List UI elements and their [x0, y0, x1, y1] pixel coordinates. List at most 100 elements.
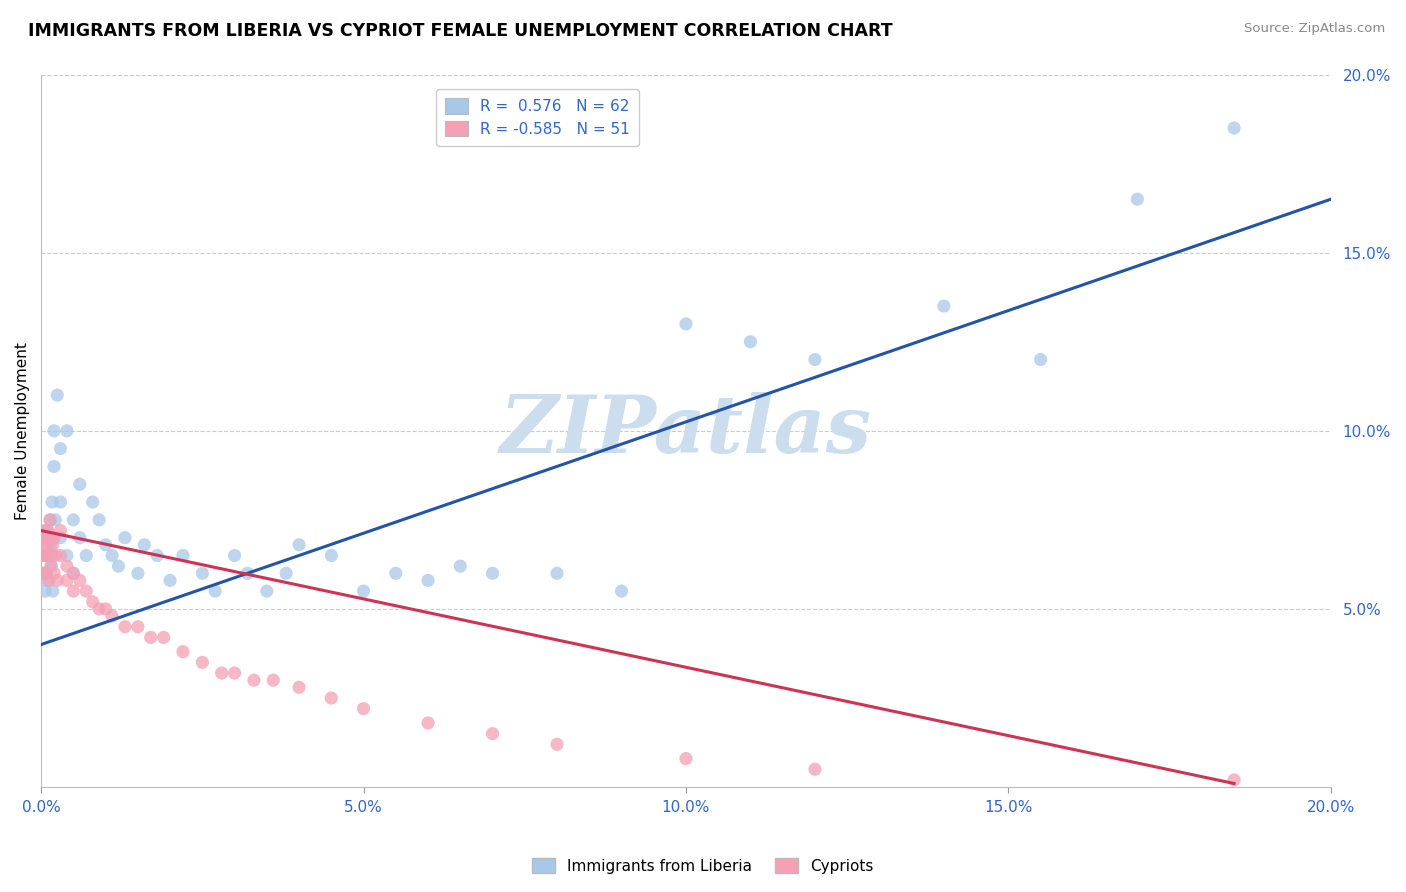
Point: [49, 524, 72, 538]
Point: [146, 549, 169, 563]
Point: [804, 762, 827, 776]
Point: [321, 549, 343, 563]
Point: [34, 584, 56, 599]
Point: [41, 495, 63, 509]
Point: [276, 566, 298, 581]
Point: [114, 620, 136, 634]
Point: [481, 726, 503, 740]
Point: [159, 574, 181, 588]
Point: [675, 751, 697, 765]
Point: [75, 549, 97, 563]
Point: [449, 559, 471, 574]
Point: [675, 317, 697, 331]
Point: [37, 574, 59, 588]
Point: [191, 656, 214, 670]
Point: [172, 645, 194, 659]
Point: [114, 531, 136, 545]
Point: [384, 566, 406, 581]
Point: [127, 620, 149, 634]
Y-axis label: Female Unemployment: Female Unemployment: [15, 342, 30, 520]
Point: [1029, 352, 1052, 367]
Point: [35, 549, 58, 563]
Point: [69, 531, 91, 545]
Point: [38, 531, 60, 545]
Point: [37, 524, 59, 538]
Point: [89, 602, 111, 616]
Point: [32, 566, 55, 581]
Point: [172, 549, 194, 563]
Point: [38, 531, 60, 545]
Point: [481, 566, 503, 581]
Point: [42, 424, 65, 438]
Point: [39, 513, 62, 527]
Point: [37, 524, 59, 538]
Point: [42, 459, 65, 474]
Point: [56, 559, 79, 574]
Point: [152, 631, 174, 645]
Point: [35, 538, 58, 552]
Point: [41, 549, 63, 563]
Point: [34, 549, 56, 563]
Point: [262, 673, 284, 688]
Point: [35, 566, 58, 581]
Point: [32, 566, 55, 581]
Point: [204, 584, 226, 599]
Point: [62, 566, 84, 581]
Point: [34, 549, 56, 563]
Point: [416, 715, 439, 730]
Point: [416, 574, 439, 588]
Point: [134, 538, 156, 552]
Point: [804, 352, 827, 367]
Point: [42, 531, 65, 545]
Point: [46, 388, 69, 402]
Point: [236, 566, 259, 581]
Point: [353, 584, 375, 599]
Point: [932, 299, 955, 313]
Point: [127, 566, 149, 581]
Point: [353, 701, 375, 715]
Point: [41, 559, 63, 574]
Point: [39, 513, 62, 527]
Point: [34, 531, 56, 545]
Point: [69, 477, 91, 491]
Point: [107, 559, 129, 574]
Point: [62, 513, 84, 527]
Point: [32, 538, 55, 552]
Point: [82, 495, 104, 509]
Point: [41, 584, 63, 599]
Point: [35, 566, 58, 581]
Point: [191, 566, 214, 581]
Point: [37, 549, 59, 563]
Point: [49, 549, 72, 563]
Point: [49, 495, 72, 509]
Point: [101, 609, 124, 624]
Point: [49, 442, 72, 456]
Point: [288, 538, 311, 552]
Point: [243, 673, 266, 688]
Point: [38, 574, 60, 588]
Point: [101, 549, 124, 563]
Point: [94, 602, 117, 616]
Point: [56, 424, 79, 438]
Point: [38, 549, 60, 563]
Point: [82, 595, 104, 609]
Text: IMMIGRANTS FROM LIBERIA VS CYPRIOT FEMALE UNEMPLOYMENT CORRELATION CHART: IMMIGRANTS FROM LIBERIA VS CYPRIOT FEMAL…: [28, 22, 893, 40]
Point: [224, 666, 246, 681]
Point: [740, 334, 762, 349]
Point: [546, 737, 568, 751]
Legend: Immigrants from Liberia, Cypriots: Immigrants from Liberia, Cypriots: [526, 852, 880, 880]
Point: [39, 559, 62, 574]
Point: [1223, 120, 1246, 135]
Point: [49, 531, 72, 545]
Point: [62, 566, 84, 581]
Point: [139, 631, 162, 645]
Point: [34, 531, 56, 545]
Point: [69, 574, 91, 588]
Point: [56, 549, 79, 563]
Point: [211, 666, 233, 681]
Point: [56, 574, 79, 588]
Legend: R =  0.576   N = 62, R = -0.585   N = 51: R = 0.576 N = 62, R = -0.585 N = 51: [436, 89, 638, 145]
Point: [42, 566, 65, 581]
Point: [1126, 192, 1149, 206]
Point: [224, 549, 246, 563]
